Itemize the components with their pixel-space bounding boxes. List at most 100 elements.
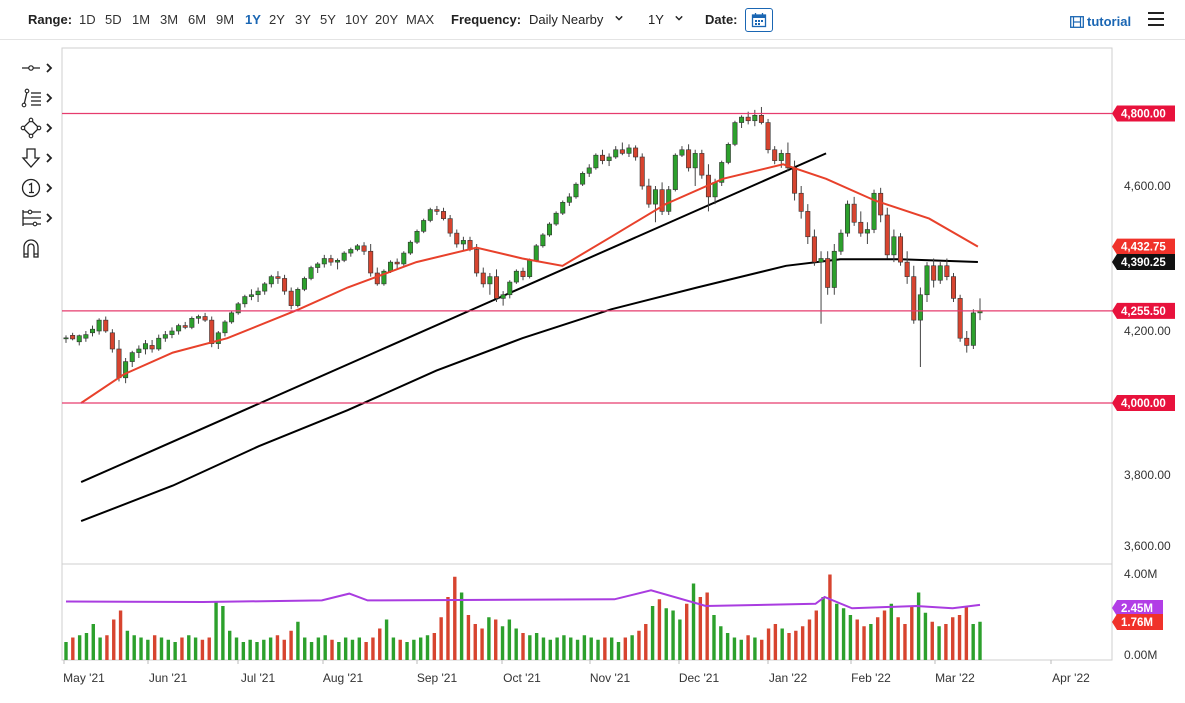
x-tick-label: Mar '22 (935, 671, 975, 685)
candle (162, 331, 168, 342)
x-tick-label: Jul '21 (241, 671, 276, 685)
range-button-1m[interactable]: 1M (132, 12, 151, 27)
range-button-3y[interactable]: 3Y (295, 12, 311, 27)
volume-bar (828, 574, 832, 660)
candle (864, 222, 870, 244)
crosshair-tool[interactable] (18, 56, 58, 80)
volume-bar (869, 624, 873, 660)
range-button-3m[interactable]: 3M (160, 12, 179, 27)
range-button-1d[interactable]: 1D (79, 12, 96, 27)
ma200-line (80, 258, 978, 523)
text-note-tool[interactable] (18, 176, 58, 200)
volume-bar (937, 626, 941, 660)
price-chart[interactable]: 4,600.00 4,200.00 3,800.00 3,600.00 4.00M 0.0… (0, 40, 1185, 703)
arrow-tool[interactable] (18, 146, 58, 170)
volume-badge: 1.76M (1112, 614, 1163, 630)
calendar-icon (751, 13, 767, 28)
period-select[interactable]: 1Y (648, 12, 664, 27)
volume-bar (371, 637, 375, 660)
x-tick-label: Aug '21 (323, 671, 364, 685)
candle (566, 193, 572, 206)
range-button-6m[interactable]: 6M (188, 12, 207, 27)
candle (725, 142, 731, 165)
range-button-5y[interactable]: 5Y (320, 12, 336, 27)
hamburger-menu-icon[interactable] (1148, 12, 1164, 26)
trend-line[interactable] (80, 152, 827, 484)
date-picker-button[interactable] (745, 8, 773, 32)
range-button-10y[interactable]: 10Y (345, 12, 369, 27)
candle (878, 187, 884, 223)
volume-bar (534, 633, 539, 660)
volume-bar (514, 628, 518, 660)
candle (613, 146, 619, 159)
ma-badge-text: 4,432.75 (1121, 242, 1166, 254)
candle (964, 331, 970, 353)
y-tick-label: 3,800.00 (1124, 468, 1171, 482)
candle (83, 331, 89, 342)
range-button-max[interactable]: MAX (406, 12, 435, 27)
volume-bar (323, 635, 327, 660)
candle (348, 247, 354, 257)
x-tick-label: Apr '22 (1052, 671, 1090, 685)
volume-bar (446, 597, 450, 660)
range-button-9m[interactable]: 9M (216, 12, 235, 27)
candle (229, 311, 235, 324)
volume-bar (637, 630, 641, 660)
candle (527, 258, 533, 279)
candle (871, 189, 877, 234)
candle (540, 233, 546, 248)
tutorial-link[interactable]: tutorial (1070, 14, 1131, 29)
chevron-down-icon[interactable] (615, 14, 623, 22)
candle (560, 200, 566, 215)
volume-bar (678, 619, 682, 660)
candle (96, 318, 102, 335)
volume-bar (459, 592, 464, 660)
range-button-2y[interactable]: 2Y (269, 12, 285, 27)
candle (454, 229, 460, 248)
candle (699, 149, 705, 179)
y-tick-label: 4,600.00 (1124, 179, 1171, 193)
candle (586, 164, 592, 177)
candle (149, 340, 155, 353)
candle (619, 142, 625, 156)
magnet-tool[interactable] (18, 236, 58, 260)
volume-bar (705, 592, 709, 660)
volume-bar (800, 626, 805, 660)
fibonacci-tool[interactable] (18, 206, 58, 230)
range-button-1y[interactable]: 1Y (245, 12, 261, 27)
volume-bar (589, 637, 593, 660)
volume-bar (766, 628, 771, 660)
candle (573, 182, 579, 199)
volume-bar (303, 637, 307, 660)
candle (123, 358, 129, 384)
frequency-select[interactable]: Daily Nearby (529, 12, 604, 27)
volume-bar (98, 637, 102, 660)
volume-bar (248, 639, 252, 660)
trend-line-tool[interactable] (18, 86, 58, 110)
volume-bar (732, 637, 737, 660)
range-button-20y[interactable]: 20Y (375, 12, 399, 27)
volume-bar (978, 621, 982, 660)
volume-bar (930, 621, 934, 660)
candle (626, 144, 632, 157)
candle (103, 316, 109, 333)
volume-bar (398, 639, 402, 660)
volume-max-label: 4.00M (1124, 567, 1157, 581)
candle (262, 282, 268, 295)
volume-bar (118, 610, 123, 660)
candle (666, 186, 672, 215)
volume-bar (698, 597, 703, 660)
volume-bar (644, 624, 648, 660)
volume-bar (494, 619, 498, 660)
candle (500, 291, 506, 306)
candle (494, 269, 500, 302)
chevron-down-icon[interactable] (675, 14, 683, 22)
shape-tool[interactable] (18, 116, 58, 140)
volume-bar (746, 635, 750, 660)
range-button-5d[interactable]: 5D (105, 12, 122, 27)
volume-bar (903, 624, 907, 660)
ma-badge: 4,432.75 (1112, 238, 1175, 255)
candle (328, 254, 334, 266)
volume-bar (268, 637, 273, 660)
candle (282, 274, 288, 295)
